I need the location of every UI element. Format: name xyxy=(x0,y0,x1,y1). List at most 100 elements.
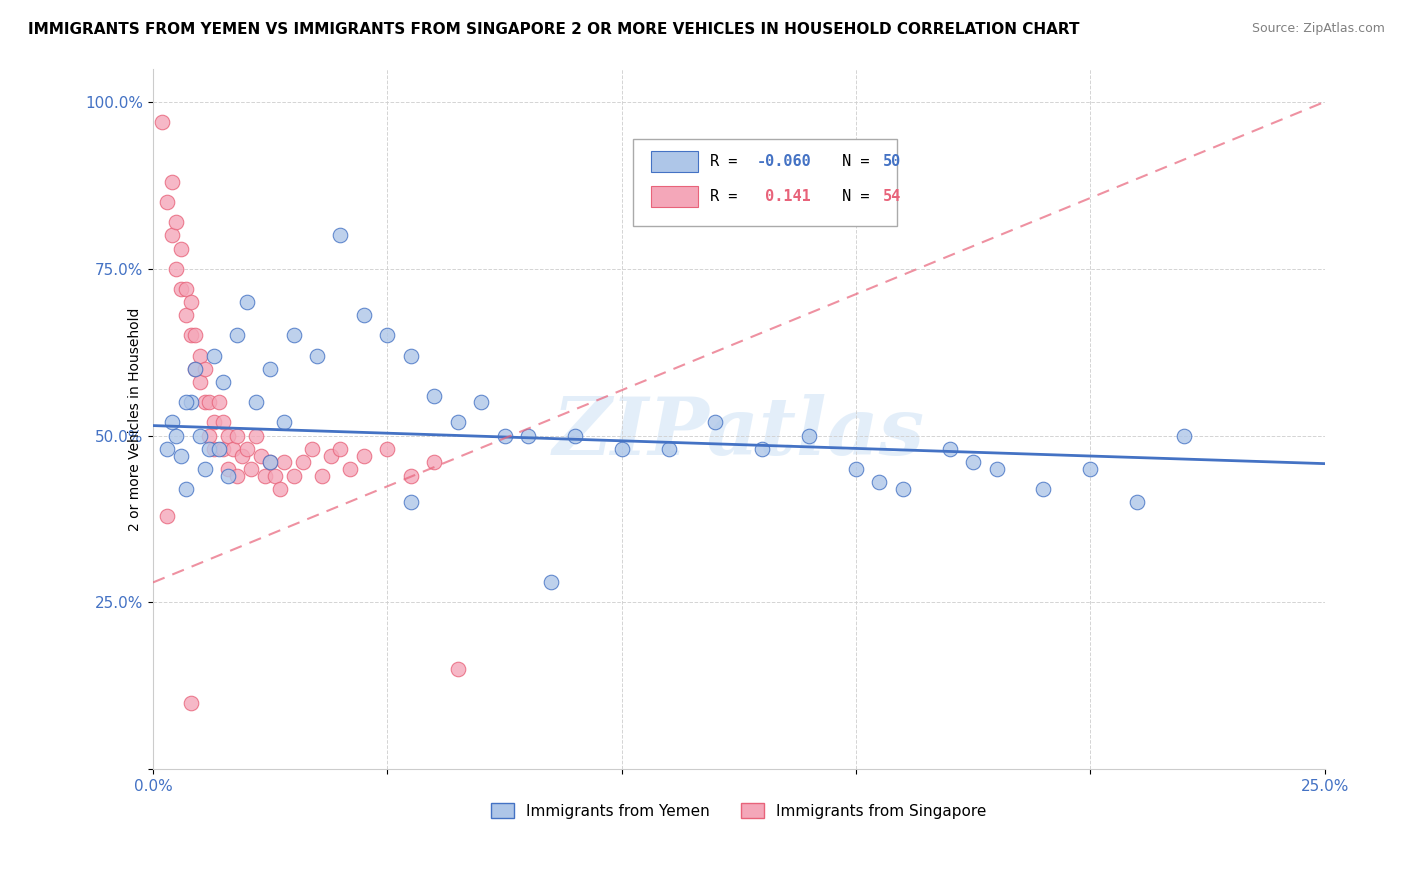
Point xyxy=(283,468,305,483)
Point xyxy=(231,449,253,463)
Point xyxy=(423,388,446,402)
Point xyxy=(156,442,179,456)
Point xyxy=(657,442,679,456)
Text: ZIPatlas: ZIPatlas xyxy=(553,394,925,472)
Point xyxy=(254,468,277,483)
Point xyxy=(156,194,179,209)
Point xyxy=(540,575,562,590)
Text: N =: N = xyxy=(832,154,879,169)
Point xyxy=(166,261,188,276)
Point xyxy=(152,115,174,129)
Point xyxy=(868,475,890,490)
Point xyxy=(751,442,773,456)
Point xyxy=(245,395,267,409)
Point xyxy=(610,442,633,456)
Point xyxy=(184,362,207,376)
Point xyxy=(259,455,281,469)
Point xyxy=(353,309,375,323)
Point xyxy=(226,428,249,442)
Point xyxy=(160,175,183,189)
Point xyxy=(184,328,207,343)
Point xyxy=(166,428,188,442)
Point xyxy=(202,349,225,363)
Point xyxy=(704,415,727,429)
Point xyxy=(283,328,305,343)
Point xyxy=(180,395,202,409)
Point xyxy=(1078,462,1101,476)
Point xyxy=(202,415,225,429)
Point xyxy=(217,468,239,483)
Bar xyxy=(651,186,697,207)
Point xyxy=(249,449,271,463)
Point xyxy=(494,428,516,442)
Point xyxy=(212,442,235,456)
Point xyxy=(273,455,295,469)
Point xyxy=(194,462,217,476)
Point xyxy=(202,442,225,456)
Point xyxy=(375,442,398,456)
Point xyxy=(194,362,217,376)
Point xyxy=(188,349,211,363)
Text: R =: R = xyxy=(710,189,747,204)
Point xyxy=(564,428,586,442)
Text: IMMIGRANTS FROM YEMEN VS IMMIGRANTS FROM SINGAPORE 2 OR MORE VEHICLES IN HOUSEHO: IMMIGRANTS FROM YEMEN VS IMMIGRANTS FROM… xyxy=(28,22,1080,37)
Point xyxy=(174,482,197,496)
Point xyxy=(180,295,202,310)
Point xyxy=(170,449,193,463)
Point xyxy=(329,228,352,243)
Point xyxy=(174,395,197,409)
Text: 0.141: 0.141 xyxy=(756,189,811,204)
Point xyxy=(446,415,468,429)
Text: R =: R = xyxy=(710,154,747,169)
Point xyxy=(240,462,263,476)
Point xyxy=(1126,495,1149,509)
Text: N =: N = xyxy=(832,189,879,204)
Point xyxy=(353,449,375,463)
Point xyxy=(235,295,257,310)
Point xyxy=(226,328,249,343)
Point xyxy=(221,442,243,456)
Point xyxy=(845,462,868,476)
Text: Source: ZipAtlas.com: Source: ZipAtlas.com xyxy=(1251,22,1385,36)
Point xyxy=(245,428,267,442)
Point xyxy=(301,442,323,456)
Point xyxy=(170,282,193,296)
Point xyxy=(399,468,422,483)
Point xyxy=(156,508,179,523)
Point xyxy=(1173,428,1195,442)
Point xyxy=(797,428,820,442)
Point xyxy=(184,362,207,376)
Text: -0.060: -0.060 xyxy=(756,154,811,169)
Point xyxy=(160,415,183,429)
Point xyxy=(174,282,197,296)
Point xyxy=(269,482,291,496)
Point xyxy=(259,362,281,376)
Text: 50: 50 xyxy=(883,154,901,169)
Point xyxy=(399,495,422,509)
Point xyxy=(180,328,202,343)
Point xyxy=(1032,482,1054,496)
Point xyxy=(194,395,217,409)
Point xyxy=(180,696,202,710)
Point xyxy=(938,442,960,456)
Point xyxy=(207,442,229,456)
Point xyxy=(217,462,239,476)
Point xyxy=(291,455,314,469)
Point xyxy=(217,428,239,442)
Point xyxy=(188,375,211,389)
Point xyxy=(170,242,193,256)
Text: 54: 54 xyxy=(883,189,901,204)
Point xyxy=(273,415,295,429)
Point xyxy=(263,468,285,483)
Point xyxy=(891,482,914,496)
Point xyxy=(198,428,221,442)
Point xyxy=(319,449,342,463)
Point xyxy=(198,395,221,409)
Legend: Immigrants from Yemen, Immigrants from Singapore: Immigrants from Yemen, Immigrants from S… xyxy=(485,797,993,825)
Point xyxy=(962,455,984,469)
Point xyxy=(259,455,281,469)
Point xyxy=(470,395,492,409)
Point xyxy=(516,428,538,442)
Point xyxy=(166,215,188,229)
Point xyxy=(188,428,211,442)
